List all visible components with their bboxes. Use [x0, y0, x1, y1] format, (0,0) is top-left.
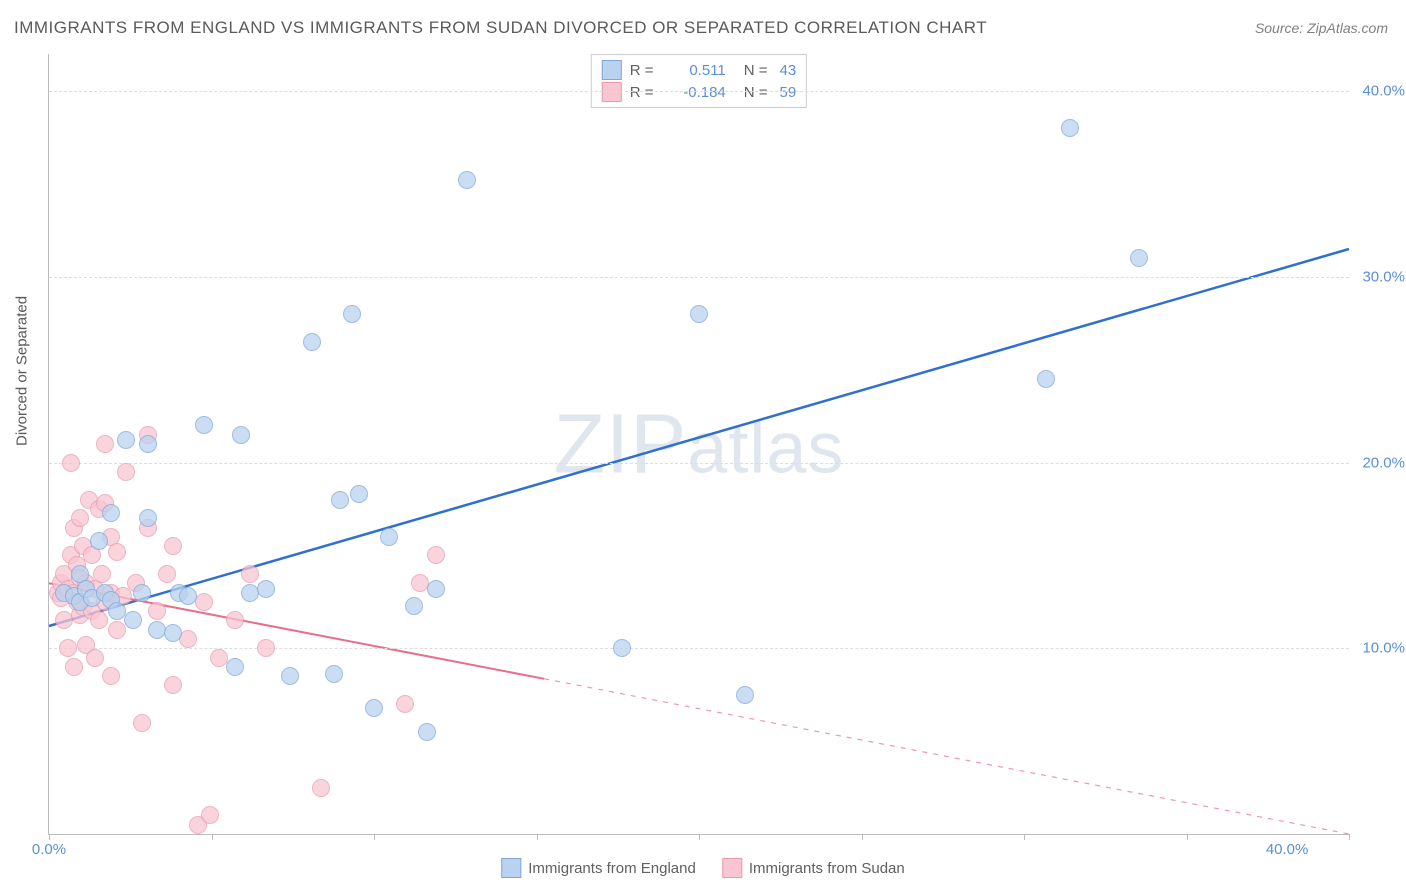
series-legend: Immigrants from England Immigrants from S…: [501, 858, 904, 878]
data-point-england: [303, 333, 321, 351]
data-point-england: [1061, 119, 1079, 137]
data-point-england: [613, 639, 631, 657]
data-point-sudan: [117, 463, 135, 481]
legend-n-label: N =: [744, 62, 768, 79]
regression-lines: [49, 54, 1349, 834]
data-point-sudan: [108, 543, 126, 561]
data-point-england: [736, 686, 754, 704]
data-point-sudan: [148, 602, 166, 620]
data-point-england: [257, 580, 275, 598]
data-point-sudan: [226, 611, 244, 629]
data-point-sudan: [312, 779, 330, 797]
data-point-england: [1130, 249, 1148, 267]
data-point-sudan: [158, 565, 176, 583]
data-point-england: [380, 528, 398, 546]
data-point-sudan: [65, 658, 83, 676]
y-axis-label: Divorced or Separated: [14, 296, 31, 446]
data-point-england: [458, 171, 476, 189]
data-point-england: [690, 305, 708, 323]
x-tick-label-max: 40.0%: [1266, 841, 1309, 858]
data-point-sudan: [93, 565, 111, 583]
data-point-england: [139, 509, 157, 527]
data-point-sudan: [427, 546, 445, 564]
data-point-england: [1037, 370, 1055, 388]
x-tick-mark: [374, 834, 375, 840]
x-tick-mark: [212, 834, 213, 840]
x-tick-mark: [1024, 834, 1025, 840]
legend-swatch: [501, 858, 521, 878]
x-tick-mark: [49, 834, 50, 840]
data-point-england: [331, 491, 349, 509]
chart-title: IMMIGRANTS FROM ENGLAND VS IMMIGRANTS FR…: [14, 18, 987, 38]
data-point-england: [325, 665, 343, 683]
data-point-sudan: [90, 611, 108, 629]
data-point-sudan: [133, 714, 151, 732]
data-point-england: [350, 485, 368, 503]
legend-r-value: 0.511: [666, 62, 726, 79]
legend-n-value: 43: [776, 62, 797, 79]
data-point-england: [90, 532, 108, 550]
data-point-england: [343, 305, 361, 323]
plot-area: ZIPatlas R =0.511N =43R =-0.184N =59 10.…: [48, 54, 1349, 835]
x-tick-mark: [1187, 834, 1188, 840]
y-tick-label: 30.0%: [1362, 268, 1405, 285]
data-point-england: [365, 699, 383, 717]
data-point-sudan: [201, 806, 219, 824]
gridline: [49, 277, 1349, 278]
data-point-england: [102, 504, 120, 522]
data-point-england: [139, 435, 157, 453]
x-tick-mark: [699, 834, 700, 840]
legend-item: Immigrants from Sudan: [722, 858, 905, 878]
data-point-england: [427, 580, 445, 598]
data-point-sudan: [179, 630, 197, 648]
data-point-sudan: [164, 537, 182, 555]
y-tick-label: 40.0%: [1362, 83, 1405, 100]
regression-line-sudan-extrapolated: [544, 679, 1349, 834]
correlation-legend: R =0.511N =43R =-0.184N =59: [591, 54, 807, 108]
data-point-england: [232, 426, 250, 444]
data-point-england: [133, 584, 151, 602]
data-point-england: [226, 658, 244, 676]
data-point-sudan: [396, 695, 414, 713]
data-point-england: [405, 597, 423, 615]
data-point-sudan: [59, 639, 77, 657]
data-point-sudan: [62, 454, 80, 472]
data-point-england: [281, 667, 299, 685]
legend-swatch: [602, 60, 622, 80]
x-tick-mark: [1349, 834, 1350, 840]
source-label: Source: ZipAtlas.com: [1255, 20, 1388, 36]
data-point-sudan: [96, 435, 114, 453]
x-tick-mark: [862, 834, 863, 840]
data-point-sudan: [164, 676, 182, 694]
data-point-england: [195, 416, 213, 434]
x-tick-label-min: 0.0%: [32, 841, 66, 858]
data-point-sudan: [257, 639, 275, 657]
data-point-england: [117, 431, 135, 449]
data-point-sudan: [241, 565, 259, 583]
y-tick-label: 10.0%: [1362, 640, 1405, 657]
data-point-england: [164, 624, 182, 642]
gridline: [49, 648, 1349, 649]
data-point-england: [179, 587, 197, 605]
data-point-sudan: [86, 649, 104, 667]
legend-label: Immigrants from England: [528, 860, 696, 877]
legend-label: Immigrants from Sudan: [749, 860, 905, 877]
gridline: [49, 463, 1349, 464]
data-point-sudan: [195, 593, 213, 611]
y-tick-label: 20.0%: [1362, 454, 1405, 471]
legend-item: Immigrants from England: [501, 858, 696, 878]
data-point-england: [124, 611, 142, 629]
data-point-england: [418, 723, 436, 741]
x-tick-mark: [537, 834, 538, 840]
data-point-sudan: [71, 509, 89, 527]
legend-swatch: [722, 858, 742, 878]
legend-row: R = 0.511 N = 43: [602, 59, 796, 81]
data-point-sudan: [102, 667, 120, 685]
legend-r-label: R =: [630, 62, 658, 79]
gridline: [49, 91, 1349, 92]
